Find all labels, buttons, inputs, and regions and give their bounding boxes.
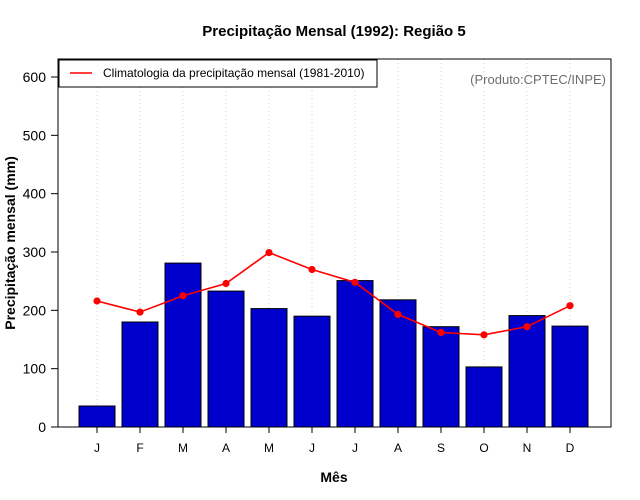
- bar: [508, 315, 546, 428]
- climatology-point: [351, 278, 359, 286]
- climatology-point: [308, 265, 316, 274]
- y-tick-label: 0: [38, 419, 46, 435]
- climatology-point: [179, 292, 187, 300]
- x-tick-label: S: [437, 441, 445, 455]
- y-axis-title: Precipitação mensal (mm): [2, 156, 18, 330]
- chart-title: Precipitação Mensal (1992): Região 5: [202, 23, 465, 40]
- bar: [422, 326, 460, 428]
- climatology-point: [523, 323, 531, 331]
- bar: [465, 366, 503, 428]
- bar: [379, 299, 417, 428]
- x-tick-label: J: [94, 441, 100, 455]
- y-tick-label: 100: [23, 361, 47, 377]
- plot-frame: [57, 58, 612, 428]
- y-tick-label: 400: [23, 186, 47, 202]
- x-tick-label: D: [566, 441, 575, 455]
- bar: [293, 315, 331, 428]
- legend-label: Climatologia da precipitação mensal (198…: [103, 66, 364, 80]
- bar-series: [78, 262, 589, 428]
- bar: [336, 280, 374, 428]
- climatology-point: [437, 328, 445, 337]
- climatology-series: [93, 248, 574, 339]
- bar: [207, 290, 245, 428]
- bar: [551, 325, 589, 428]
- y-tick-label: 600: [23, 69, 47, 85]
- bar: [78, 405, 116, 428]
- climatology-point: [480, 331, 488, 339]
- climatology-point: [93, 297, 101, 305]
- y-axis: 0 100 200 300 400 500 600: [23, 69, 58, 435]
- x-tick-label: M: [178, 441, 188, 455]
- climatology-point: [222, 279, 230, 288]
- source-annotation: (Produto:CPTEC/INPE): [470, 72, 606, 87]
- x-tick-label: J: [352, 441, 358, 455]
- x-tick-label: N: [523, 441, 532, 455]
- bar: [121, 321, 159, 428]
- y-tick-label: 200: [23, 302, 47, 318]
- y-tick-label: 300: [23, 244, 47, 260]
- x-tick-label: J: [309, 441, 315, 455]
- x-tick-label: A: [222, 441, 230, 455]
- climatology-point: [394, 310, 402, 319]
- x-tick-label: M: [264, 441, 274, 455]
- grid-lines: [96, 59, 571, 427]
- climatology-line: [96, 251, 571, 336]
- x-tick-label: F: [136, 441, 143, 455]
- climatology-point: [136, 308, 144, 316]
- bar: [250, 308, 288, 428]
- legend: Climatologia da precipitação mensal (198…: [58, 59, 378, 88]
- y-tick-label: 500: [23, 127, 47, 143]
- x-axis-title: Mês: [320, 469, 347, 485]
- x-tick-label: A: [394, 441, 402, 455]
- x-tick-label: O: [479, 441, 488, 455]
- climatology-point: [265, 248, 273, 257]
- legend-box: [58, 59, 378, 88]
- bar: [164, 262, 202, 428]
- climatology-point: [566, 302, 574, 310]
